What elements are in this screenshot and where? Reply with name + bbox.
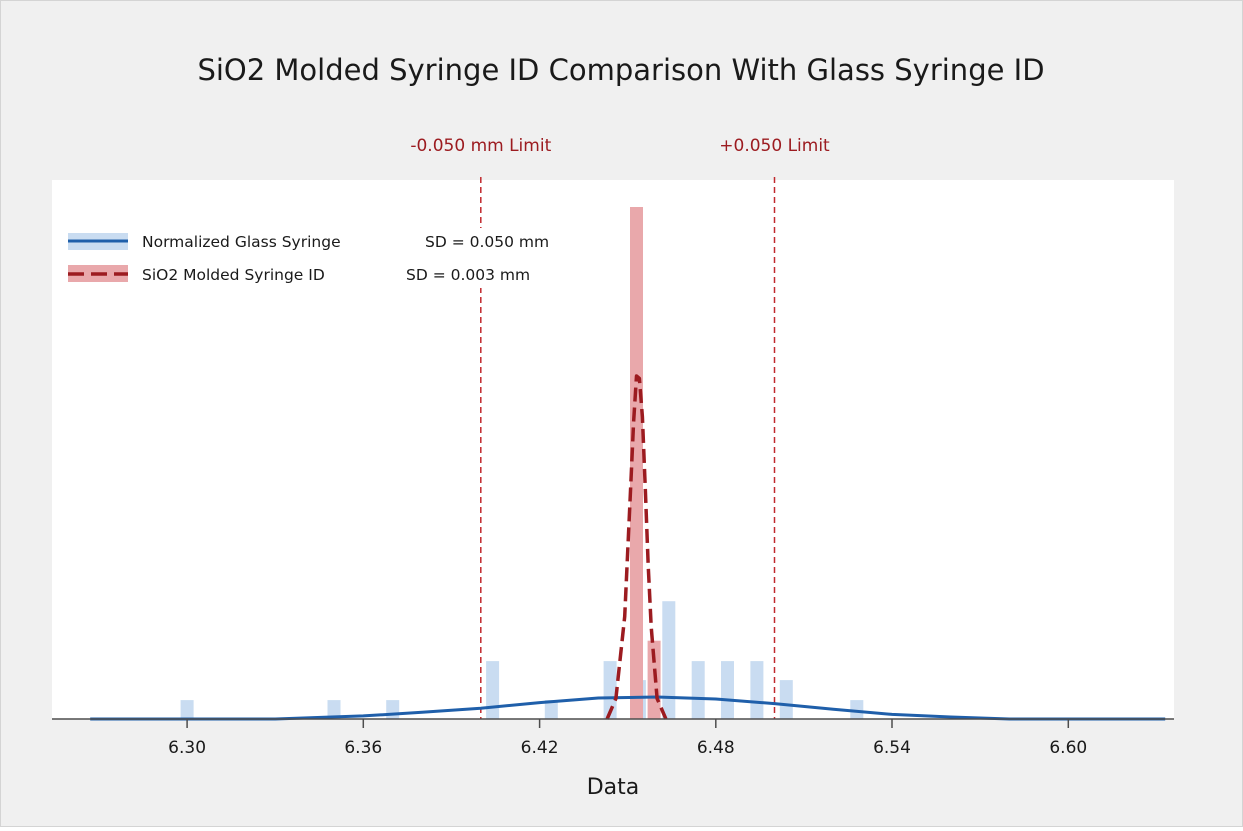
- x-tick-label: 6.48: [697, 738, 735, 758]
- x-tick-label: 6.60: [1049, 738, 1087, 758]
- limit-label: -0.050 mm Limit: [410, 136, 551, 156]
- legend-background: [66, 228, 576, 288]
- x-tick-label: 6.54: [873, 738, 911, 758]
- legend-label-glass: Normalized Glass Syringe: [142, 233, 341, 251]
- glass-bar: [486, 661, 500, 719]
- legend: Normalized Glass Syringe SD = 0.050 mm S…: [66, 228, 576, 288]
- chart-title: SiO2 Molded Syringe ID Comparison With G…: [197, 53, 1044, 87]
- glass-bar: [662, 601, 676, 719]
- legend-stat-sio2: SD = 0.003 mm: [406, 266, 530, 284]
- sio2-fit-curve: [605, 374, 668, 720]
- glass-bar: [779, 680, 793, 719]
- glass-fit-curve: [90, 695, 1166, 721]
- glass-bar: [327, 700, 341, 719]
- glass-bar: [386, 700, 400, 719]
- glass-bar: [750, 661, 764, 719]
- glass-bar: [544, 700, 558, 719]
- glass-bar: [721, 661, 734, 719]
- x-axis-label: Data: [587, 775, 640, 800]
- legend-label-sio2: SiO2 Molded Syringe ID: [142, 266, 325, 284]
- glass-bar: [850, 700, 864, 719]
- x-tick-label: 6.42: [521, 738, 559, 758]
- glass-bar: [691, 661, 705, 719]
- legend-stat-glass: SD = 0.050 mm: [425, 233, 549, 251]
- x-axis-ticks: 6.30 6.36 6.42 6.48 6.54 6.60: [168, 719, 1087, 758]
- glass-bar: [180, 700, 194, 719]
- fit-curves: [90, 374, 1166, 721]
- limit-label: +0.050 Limit: [719, 136, 830, 156]
- sio2-bar: [630, 207, 643, 719]
- x-tick-label: 6.30: [168, 738, 206, 758]
- x-tick-label: 6.36: [344, 738, 382, 758]
- glass-bar: [603, 661, 617, 719]
